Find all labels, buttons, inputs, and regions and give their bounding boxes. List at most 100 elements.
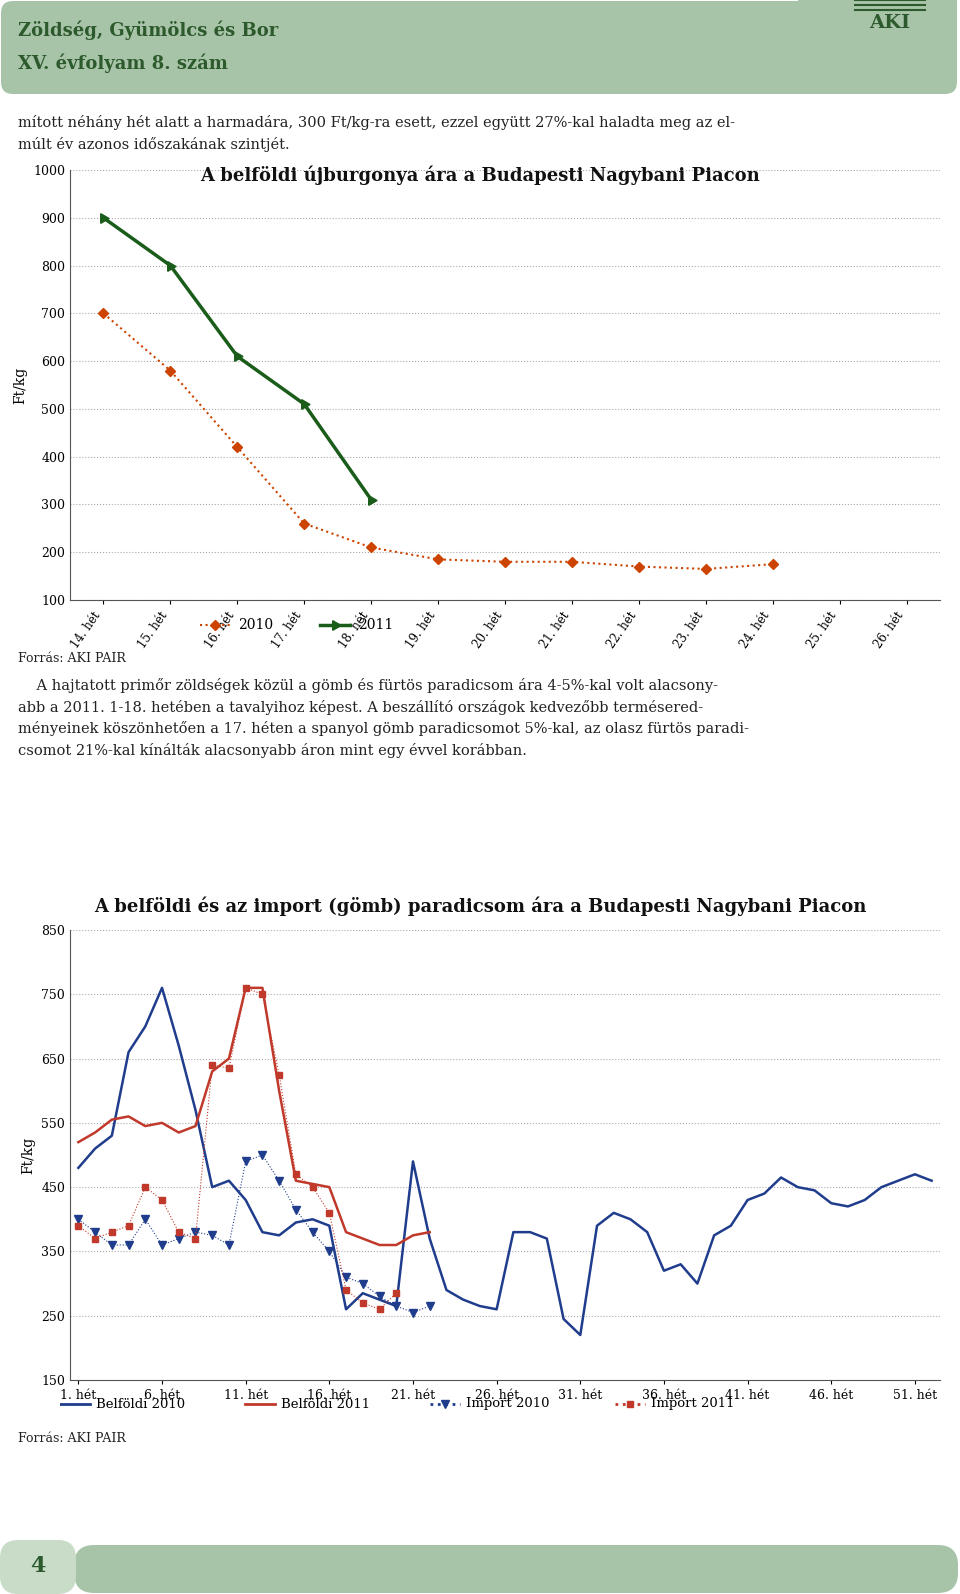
Import 2010 xyxy=(324,1242,335,1261)
Line: Import 2011: Import 2011 xyxy=(75,985,399,1312)
Import 2011 xyxy=(256,985,268,1004)
Import 2011 xyxy=(123,1216,134,1235)
Import 2011 xyxy=(73,1216,84,1235)
Belföldi 2010 xyxy=(574,1326,586,1345)
Text: Forrás: AKI PAIR: Forrás: AKI PAIR xyxy=(18,652,126,666)
Belföldi 2010 xyxy=(625,1210,636,1229)
Belföldi 2011 xyxy=(123,1106,134,1125)
Import 2010 xyxy=(307,1223,319,1242)
Import 2010 xyxy=(424,1296,436,1315)
Text: Forrás: AKI PAIR: Forrás: AKI PAIR xyxy=(18,1433,126,1446)
Import 2011 xyxy=(156,1191,168,1210)
Text: A belföldi és az import (gömb) paradicsom ára a Budapesti Nagybani Piacon: A belföldi és az import (gömb) paradicso… xyxy=(94,896,866,915)
Import 2011 xyxy=(139,1178,151,1197)
Belföldi 2011 xyxy=(307,1175,319,1194)
Import 2010 xyxy=(274,1172,285,1191)
Import 2010 xyxy=(206,1226,218,1245)
Import 2010 xyxy=(357,1274,369,1293)
Belföldi 2010 xyxy=(491,1299,502,1318)
Y-axis label: Ft/kg: Ft/kg xyxy=(22,1137,36,1173)
Text: A belföldi újburgonya ára a Budapesti Nagybani Piacon: A belföldi újburgonya ára a Budapesti Na… xyxy=(200,166,760,185)
Import 2011 xyxy=(106,1223,117,1242)
Text: 2011: 2011 xyxy=(358,618,394,631)
Import 2010 xyxy=(173,1229,184,1248)
Belföldi 2011 xyxy=(139,1116,151,1135)
Import 2011 xyxy=(274,1065,285,1084)
Belföldi 2011 xyxy=(106,1109,117,1129)
Belföldi 2010 xyxy=(659,1261,670,1280)
Import 2010 xyxy=(256,1146,268,1165)
Import 2011 xyxy=(190,1229,202,1248)
Belföldi 2011 xyxy=(290,1172,301,1191)
Belföldi 2010 xyxy=(139,1017,151,1036)
Belföldi 2011 xyxy=(206,1062,218,1081)
Text: Zöldség, Gyümölcs és Bor: Zöldség, Gyümölcs és Bor xyxy=(18,21,278,40)
Import 2010 xyxy=(407,1302,419,1321)
Import 2011 xyxy=(357,1293,369,1312)
Belföldi 2011 xyxy=(324,1178,335,1197)
Text: Import 2011: Import 2011 xyxy=(651,1398,734,1411)
Import 2011 xyxy=(173,1223,184,1242)
Import 2010 xyxy=(123,1235,134,1254)
Belföldi 2011 xyxy=(190,1116,202,1135)
FancyBboxPatch shape xyxy=(0,1540,76,1594)
Text: Belföldi 2011: Belföldi 2011 xyxy=(281,1398,371,1411)
Import 2010 xyxy=(106,1235,117,1254)
Belföldi 2010 xyxy=(73,1159,84,1178)
Belföldi 2011 xyxy=(424,1223,436,1242)
Line: Belföldi 2011: Belföldi 2011 xyxy=(79,988,430,1245)
Belföldi 2011 xyxy=(274,1081,285,1100)
Belföldi 2010 xyxy=(156,979,168,998)
Import 2010 xyxy=(290,1200,301,1219)
FancyBboxPatch shape xyxy=(74,1545,958,1592)
Import 2010 xyxy=(391,1296,402,1315)
Belföldi 2011 xyxy=(240,979,252,998)
Import 2011 xyxy=(240,979,252,998)
Belföldi 2010 xyxy=(541,1229,553,1248)
Line: Import 2010: Import 2010 xyxy=(74,1151,434,1317)
Belföldi 2011 xyxy=(340,1223,351,1242)
Text: Belföldi 2010: Belföldi 2010 xyxy=(96,1398,185,1411)
Import 2010 xyxy=(89,1223,101,1242)
Import 2010 xyxy=(156,1235,168,1254)
Belföldi 2011 xyxy=(89,1122,101,1141)
Import 2010 xyxy=(139,1210,151,1229)
Text: AKI: AKI xyxy=(870,14,911,32)
Belföldi 2011 xyxy=(156,1113,168,1132)
Import 2011 xyxy=(373,1299,385,1318)
Line: Belföldi 2010: Belföldi 2010 xyxy=(79,988,931,1336)
Import 2011 xyxy=(340,1280,351,1299)
Import 2010 xyxy=(190,1223,202,1242)
Belföldi 2011 xyxy=(256,979,268,998)
Import 2010 xyxy=(340,1267,351,1286)
Text: 2010: 2010 xyxy=(238,618,274,631)
Y-axis label: Ft/kg: Ft/kg xyxy=(13,367,28,403)
Import 2011 xyxy=(391,1283,402,1302)
Text: múlt év azonos időszakának szintjét.: múlt év azonos időszakának szintjét. xyxy=(18,137,290,151)
Import 2011 xyxy=(324,1203,335,1223)
Belföldi 2011 xyxy=(73,1133,84,1152)
Import 2010 xyxy=(73,1210,84,1229)
Belföldi 2011 xyxy=(223,1049,234,1068)
Belföldi 2011 xyxy=(373,1235,385,1254)
Import 2011 xyxy=(290,1165,301,1184)
Text: mított néhány hét alatt a harmadára, 300 Ft/kg-ra esett, ezzel együtt 27%-kal ha: mított néhány hét alatt a harmadára, 300… xyxy=(18,115,735,131)
Belföldi 2011 xyxy=(391,1235,402,1254)
Text: XV. évfolyam 8. szám: XV. évfolyam 8. szám xyxy=(18,53,228,73)
FancyBboxPatch shape xyxy=(1,2,875,94)
Import 2011 xyxy=(307,1178,319,1197)
Belföldi 2010 xyxy=(925,1172,937,1191)
Text: A hajtatott primőr zöldségek közül a gömb és fürtös paradicsom ára 4-5%-kal volt: A hajtatott primőr zöldségek közül a göm… xyxy=(18,677,749,757)
Import 2010 xyxy=(373,1286,385,1305)
Belföldi 2011 xyxy=(357,1229,369,1248)
Text: 4: 4 xyxy=(31,1556,46,1576)
Belföldi 2011 xyxy=(173,1122,184,1141)
FancyBboxPatch shape xyxy=(798,0,957,94)
Import 2010 xyxy=(223,1235,234,1254)
Import 2011 xyxy=(89,1229,101,1248)
Belföldi 2010 xyxy=(391,1296,402,1315)
Import 2011 xyxy=(206,1055,218,1074)
Import 2011 xyxy=(223,1058,234,1078)
Import 2010 xyxy=(240,1152,252,1172)
Text: Import 2010: Import 2010 xyxy=(466,1398,549,1411)
